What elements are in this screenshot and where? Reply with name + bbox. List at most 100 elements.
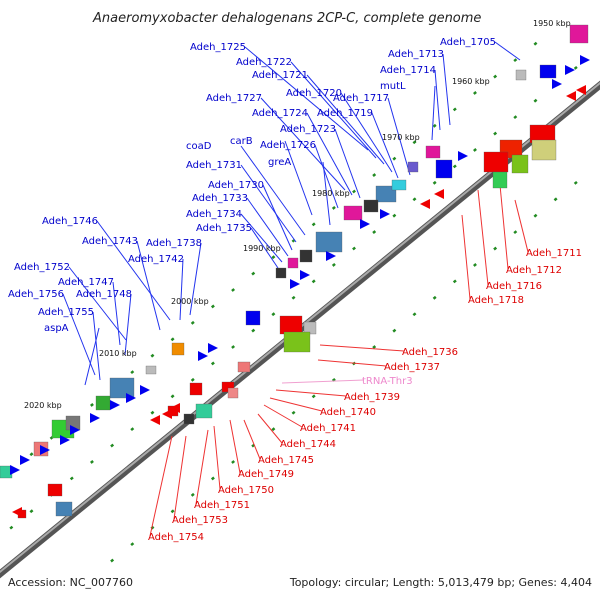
forward-gene-arrow — [565, 65, 575, 75]
forward-gene-arrow — [290, 279, 300, 289]
tick-mark — [231, 460, 236, 464]
reverse-gene-label: Adeh_1740 — [320, 407, 376, 418]
forward-gene-label: carB — [230, 136, 253, 147]
forward-leader-line — [387, 97, 411, 176]
reverse-leader-line — [499, 184, 509, 270]
gene-block — [363, 199, 379, 213]
forward-gene-arrow — [380, 209, 390, 219]
gene-block — [425, 145, 441, 159]
kbp-label: 2000 kbp — [171, 297, 209, 306]
tick-mark — [271, 312, 276, 317]
gene-block — [569, 24, 589, 44]
forward-gene-arrow — [208, 343, 218, 353]
forward-gene-label: aspA — [44, 323, 69, 334]
tick-mark — [533, 213, 538, 218]
forward-gene-arrow — [552, 79, 562, 89]
forward-gene-arrow — [70, 425, 80, 435]
gene-block — [539, 64, 557, 79]
forward-leader-line — [434, 69, 441, 131]
tick-mark — [331, 377, 336, 382]
gene-block — [245, 310, 261, 326]
gene-block — [407, 161, 419, 173]
tick-mark — [90, 460, 94, 464]
tick-mark — [432, 180, 437, 185]
tick-mark — [513, 230, 518, 235]
tick-mark — [372, 345, 377, 349]
tick-mark — [533, 41, 538, 46]
gene-block — [391, 179, 407, 191]
tick-mark — [231, 288, 236, 292]
forward-gene-label: Adeh_1721 — [252, 70, 308, 81]
tick-mark — [190, 377, 195, 382]
tick-mark — [513, 115, 518, 120]
kbp-label: 1960 kbp — [452, 77, 490, 86]
forward-gene-label: Adeh_1714 — [380, 65, 436, 76]
forward-leader-line — [322, 161, 331, 226]
forward-leader-line — [314, 144, 339, 209]
forward-leader-line — [112, 281, 121, 346]
tick-mark — [352, 246, 356, 251]
forward-gene-label: Adeh_1734 — [186, 209, 242, 220]
forward-gene-label: Adeh_1713 — [388, 49, 444, 60]
tick-mark — [432, 123, 437, 128]
forward-leader-line — [306, 112, 353, 196]
forward-gene-label: Adeh_1717 — [333, 93, 389, 104]
tick-mark — [110, 558, 115, 563]
gene-block — [299, 249, 313, 263]
tick-mark — [493, 74, 498, 79]
forward-gene-arrow — [326, 251, 336, 261]
tick-mark — [170, 394, 175, 399]
tick-mark — [9, 525, 14, 530]
tick-mark — [513, 58, 518, 63]
tick-mark — [150, 410, 155, 415]
tick-mark — [271, 427, 276, 432]
gene-block — [109, 377, 135, 399]
forward-gene-label: mutL — [380, 81, 406, 92]
reverse-leader-line — [263, 404, 303, 428]
reverse-gene-arrow — [420, 199, 430, 209]
forward-leader-line — [189, 242, 202, 316]
tick-mark — [331, 262, 336, 267]
reverse-leader-line — [319, 344, 405, 352]
tick-mark — [452, 279, 457, 284]
reverse-gene-label: Adeh_1739 — [344, 392, 400, 403]
tick-mark — [311, 222, 316, 227]
forward-leader-line — [431, 85, 436, 141]
tick-mark — [210, 476, 215, 481]
reverse-gene-label: Adeh_1711 — [526, 248, 582, 259]
forward-gene-label: Adeh_1725 — [190, 42, 246, 53]
reverse-leader-line — [195, 429, 209, 505]
forward-leader-line — [246, 197, 289, 257]
gene-block — [237, 361, 251, 373]
forward-gene-arrow — [90, 413, 100, 423]
gene-block — [511, 154, 529, 174]
tick-mark — [231, 345, 236, 349]
kbp-label: 1950 kbp — [533, 19, 571, 28]
tick-mark — [291, 295, 296, 300]
tick-mark — [473, 263, 477, 267]
reverse-gene-label: Adeh_1745 — [258, 455, 314, 466]
forward-gene-label: Adeh_1724 — [252, 108, 308, 119]
forward-leader-line — [124, 293, 132, 356]
forward-gene-arrow — [60, 435, 70, 445]
forward-gene-label: Adeh_1733 — [192, 193, 248, 204]
forward-gene-arrow — [140, 385, 150, 395]
forward-leader-line — [240, 164, 297, 243]
forward-gene-label: Adeh_1722 — [236, 57, 292, 68]
reverse-gene-label: Adeh_1744 — [280, 439, 336, 450]
forward-gene-label: Adeh_1738 — [146, 238, 202, 249]
tick-mark — [29, 452, 34, 457]
gene-features — [0, 24, 590, 519]
gene-block — [343, 205, 363, 221]
reverse-gene-label: Adeh_1749 — [238, 469, 294, 480]
gene-block — [375, 185, 397, 203]
forward-gene-label: Adeh_1705 — [440, 37, 496, 48]
tick-mark — [251, 271, 256, 276]
gene-block — [145, 365, 157, 375]
forward-leader-line — [84, 327, 100, 386]
forward-gene-arrow — [360, 219, 370, 229]
tick-mark — [392, 156, 397, 161]
forward-leader-line — [306, 74, 385, 165]
forward-gene-arrow — [580, 55, 590, 65]
